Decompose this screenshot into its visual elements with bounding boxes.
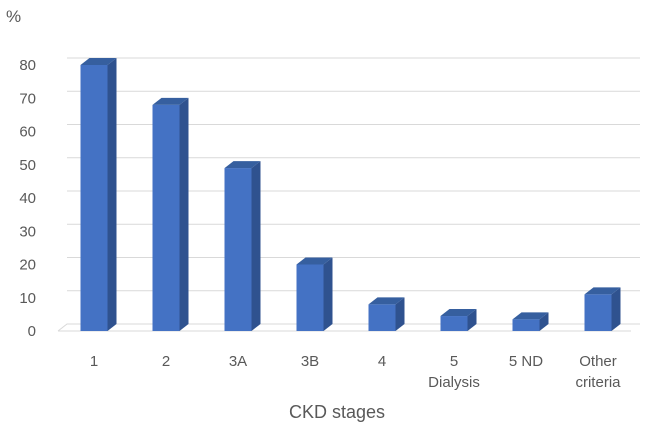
y-tick-label: 60 — [19, 124, 36, 141]
y-axis-unit-label: % — [6, 7, 21, 26]
x-tick-label-line: 3A — [229, 353, 247, 370]
bar-side — [107, 58, 117, 331]
bar-side — [539, 312, 549, 331]
x-tick-label-line: 4 — [378, 353, 386, 370]
bars — [80, 58, 621, 332]
y-tick-label: 0 — [28, 323, 36, 340]
x-axis-title: CKD stages — [289, 402, 385, 422]
x-tick-label-line: 2 — [162, 353, 170, 370]
bar — [224, 161, 261, 331]
bar — [512, 312, 549, 331]
x-axis-ticks: 1 2 3A 3B 4 5 Dialysis 5 ND Other criteria — [90, 353, 621, 391]
bar-front — [296, 264, 324, 331]
bar-side — [179, 97, 189, 332]
bar-top — [224, 161, 261, 169]
bar-side — [395, 297, 405, 331]
y-axis-ticks: 0 10 20 30 40 50 60 70 80 — [19, 57, 36, 340]
bar-front — [512, 319, 540, 331]
y-tick-label: 70 — [19, 90, 36, 107]
bar-top — [152, 97, 189, 105]
bar — [440, 309, 477, 331]
bar-side — [323, 257, 333, 331]
x-tick-label-line: 3B — [301, 353, 319, 370]
bar — [296, 257, 333, 331]
bar-front — [368, 304, 396, 331]
bar-front — [584, 294, 612, 331]
x-tick-label-line: Dialysis — [428, 374, 480, 391]
y-tick-label: 40 — [19, 190, 36, 207]
x-tick-label-line: 5 — [450, 353, 458, 370]
x-tick-label-line: 5 ND — [509, 353, 543, 370]
y-tick-label: 10 — [19, 290, 36, 307]
gridlines — [57, 57, 640, 332]
x-tick-label: 3A — [229, 353, 247, 370]
bar-side — [611, 287, 621, 331]
bar — [368, 297, 405, 331]
floor-line — [57, 323, 640, 332]
bar-front — [224, 168, 252, 331]
y-tick-label: 80 — [19, 57, 36, 74]
bar — [584, 287, 621, 331]
bar-top — [80, 58, 117, 65]
x-tick-label-line: Other — [579, 353, 617, 370]
bar — [152, 97, 189, 332]
y-tick-label: 20 — [19, 257, 36, 274]
bar-front — [152, 104, 180, 332]
bar-side — [467, 309, 477, 331]
x-tick-label: 1 — [90, 353, 98, 370]
x-tick-label: 3B — [301, 353, 319, 370]
bar-top — [584, 287, 621, 295]
x-tick-label-line: criteria — [575, 374, 621, 391]
x-tick-label: Other criteria — [575, 353, 621, 391]
x-tick-label: 5 ND — [509, 353, 543, 370]
bar-top — [440, 309, 477, 317]
bar-top — [296, 257, 333, 265]
bar — [80, 58, 117, 331]
y-tick-label: 30 — [19, 223, 36, 240]
bar-top — [368, 297, 405, 305]
bar-front — [80, 65, 108, 331]
x-tick-label-line: 1 — [90, 353, 98, 370]
x-tick-label: 2 — [162, 353, 170, 370]
bar-top — [512, 312, 549, 320]
x-tick-label: 5 Dialysis — [428, 353, 480, 391]
bar-front — [440, 316, 468, 331]
bar-side — [251, 161, 261, 331]
y-tick-label: 50 — [19, 157, 36, 174]
x-tick-label: 4 — [378, 353, 386, 370]
